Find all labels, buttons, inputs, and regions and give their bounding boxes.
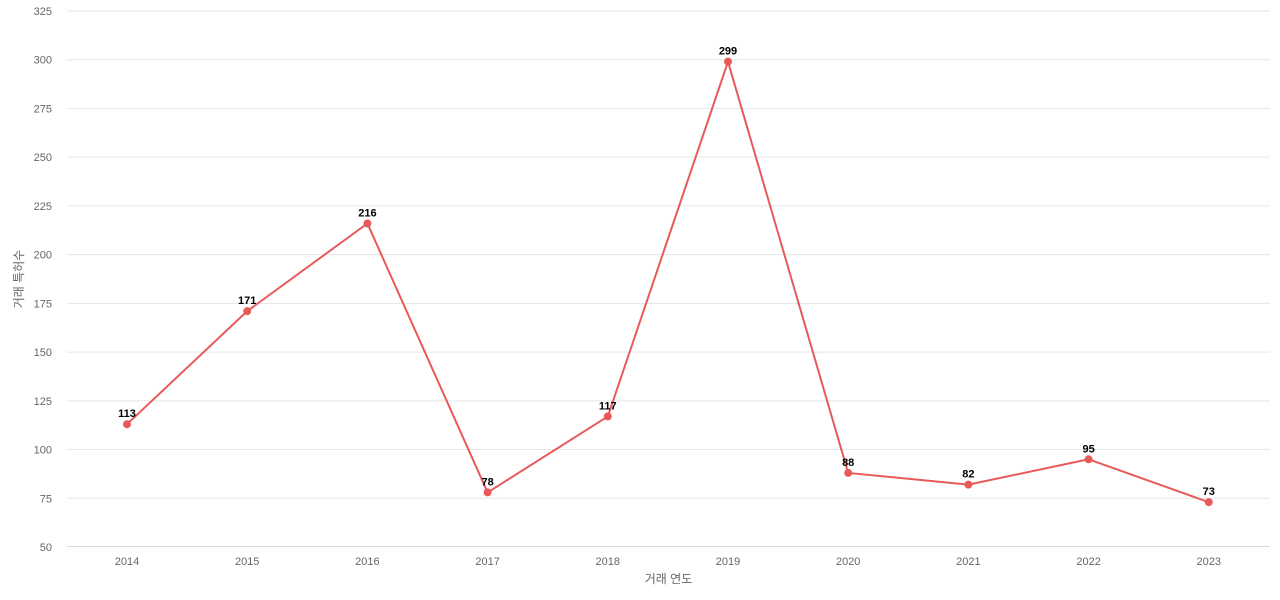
data-label: 113: [118, 408, 136, 420]
y-tick-label: 300: [34, 55, 52, 67]
data-point: [123, 420, 131, 429]
x-axis-ticks: 2014 2015 2016 2017 2018 2019 2020 2021 2022 2023: [115, 556, 1221, 568]
x-tick-label: 2021: [956, 556, 980, 568]
data-label: 299: [719, 46, 737, 58]
y-tick-label: 150: [34, 347, 52, 359]
data-point: [1084, 455, 1093, 464]
data-labels: 113 171 216 78 117 299 88 82 95 73: [118, 46, 1215, 498]
data-label: 82: [962, 469, 974, 481]
data-label: 73: [1203, 486, 1215, 498]
y-tick-label: 50: [40, 542, 52, 554]
series-layer: [123, 57, 1213, 507]
x-tick-label: 2023: [1197, 556, 1221, 568]
data-point: [1204, 498, 1213, 507]
x-tick-label: 2018: [596, 556, 620, 568]
data-point: [243, 307, 252, 316]
y-tick-label: 100: [34, 445, 52, 457]
gridlines: [67, 10, 1270, 499]
data-point: [724, 57, 732, 66]
data-label: 88: [842, 457, 854, 469]
y-axis-title: 거래 특허수: [12, 250, 26, 309]
data-point: [964, 480, 973, 489]
y-tick-label: 200: [34, 250, 52, 262]
y-tick-label: 250: [34, 152, 52, 164]
data-label: 95: [1082, 443, 1094, 455]
data-label: 78: [481, 476, 493, 488]
y-tick-label: 125: [34, 396, 52, 408]
x-tick-label: 2016: [355, 556, 379, 568]
data-label: 171: [238, 295, 256, 307]
series-line: [126, 60, 1210, 504]
y-tick-label: 175: [34, 298, 52, 310]
x-tick-label: 2020: [836, 556, 860, 568]
y-tick-label: 225: [34, 201, 52, 213]
x-axis-title: 거래 연도: [645, 572, 693, 586]
x-tick-label: 2019: [716, 556, 740, 568]
x-tick-label: 2015: [235, 556, 259, 568]
y-axis-ticks: 50 75 100 125 150 175 200 225 250 275 300 325: [34, 6, 52, 554]
data-point: [363, 219, 372, 228]
y-tick-label: 275: [34, 103, 52, 115]
x-tick-label: 2017: [475, 556, 499, 568]
data-point: [483, 488, 492, 497]
data-point: [844, 468, 853, 477]
x-tick-label: 2022: [1076, 556, 1100, 568]
y-tick-label: 75: [40, 493, 52, 505]
data-label: 117: [599, 400, 617, 412]
x-tick-label: 2014: [115, 556, 139, 568]
data-label: 216: [358, 207, 376, 219]
data-point: [603, 412, 612, 421]
y-tick-label: 325: [34, 6, 52, 18]
